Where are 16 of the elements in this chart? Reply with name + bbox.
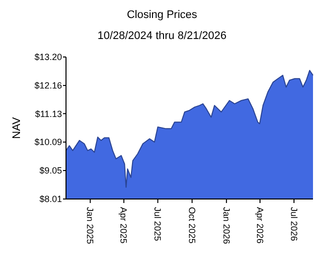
y-tick-label: $13.20 bbox=[34, 52, 62, 62]
x-tick-label: Apr 2026 bbox=[254, 207, 265, 244]
y-tick-label: $11.13 bbox=[35, 108, 62, 119]
y-axis-title: NAV bbox=[11, 116, 23, 139]
x-tick-label: Jan 2025 bbox=[85, 207, 96, 244]
x-tick-label: Jan 2026 bbox=[221, 207, 232, 244]
x-tick-label: Jul 2026 bbox=[288, 207, 299, 242]
x-tick-label: Jul 2025 bbox=[152, 207, 163, 242]
chart-title: Closing Prices bbox=[126, 9, 198, 21]
y-tick-label: $10.09 bbox=[34, 137, 62, 148]
y-tick-label: $12.16 bbox=[34, 80, 62, 91]
chart-subtitle: 10/28/2024 thru 8/21/2026 bbox=[97, 30, 227, 42]
x-tick-label: Apr 2025 bbox=[118, 207, 129, 244]
y-tick-label: $8.01 bbox=[39, 194, 62, 204]
x-tick-label: Oct 2025 bbox=[186, 207, 197, 244]
y-tick-label: $9.05 bbox=[39, 166, 62, 176]
